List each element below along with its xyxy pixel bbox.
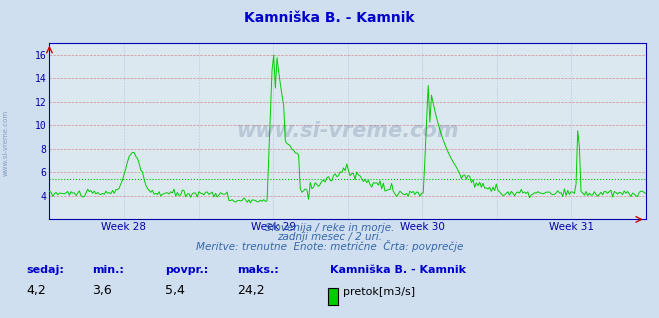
Text: Kamniška B. - Kamnik: Kamniška B. - Kamnik [330,265,465,275]
Text: 24,2: 24,2 [237,284,265,297]
Text: 5,4: 5,4 [165,284,185,297]
Text: sedaj:: sedaj: [26,265,64,275]
Text: povpr.:: povpr.: [165,265,208,275]
Text: Kamniška B. - Kamnik: Kamniška B. - Kamnik [244,11,415,25]
Text: min.:: min.: [92,265,124,275]
Text: 3,6: 3,6 [92,284,112,297]
Text: Meritve: trenutne  Enote: metrične  Črta: povprečje: Meritve: trenutne Enote: metrične Črta: … [196,240,463,252]
Text: Slovenija / reke in morje.: Slovenija / reke in morje. [265,223,394,232]
Text: 4,2: 4,2 [26,284,46,297]
Text: maks.:: maks.: [237,265,279,275]
Text: www.si-vreme.com: www.si-vreme.com [2,110,9,176]
Text: pretok[m3/s]: pretok[m3/s] [343,287,415,297]
Text: www.si-vreme.com: www.si-vreme.com [237,121,459,141]
Text: zadnji mesec / 2 uri.: zadnji mesec / 2 uri. [277,232,382,241]
